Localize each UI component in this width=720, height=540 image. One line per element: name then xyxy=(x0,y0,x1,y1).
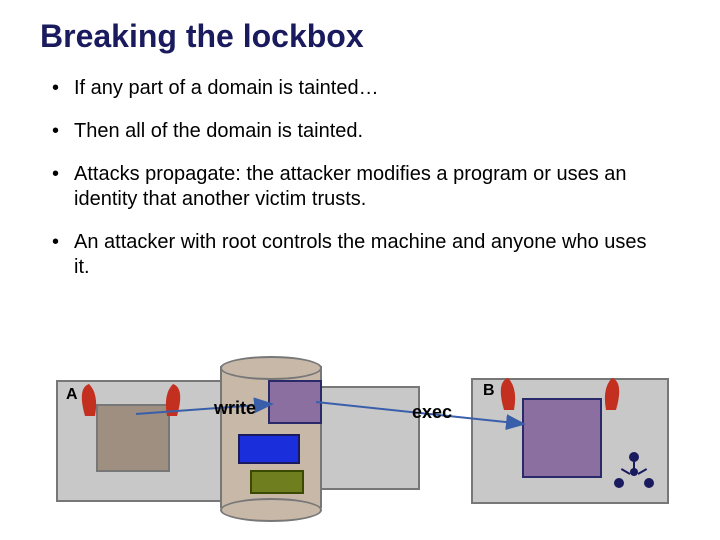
bullet-dot: • xyxy=(52,119,74,144)
page-title: Breaking the lockbox xyxy=(40,18,364,55)
bullet-dot: • xyxy=(52,162,74,212)
bullet-item: • Then all of the domain is tainted. xyxy=(52,119,662,144)
bullet-text: Attacks propagate: the attacker modifies… xyxy=(74,162,662,212)
bullet-text: An attacker with root controls the machi… xyxy=(74,230,662,280)
arrow-exec xyxy=(56,368,666,518)
bullet-dot: • xyxy=(52,76,74,101)
bullet-list: • If any part of a domain is tainted… • … xyxy=(52,76,662,298)
bullet-dot: • xyxy=(52,230,74,280)
edge-label-exec: exec xyxy=(412,402,452,423)
bullet-item: • Attacks propagate: the attacker modifi… xyxy=(52,162,662,212)
bullet-text: If any part of a domain is tainted… xyxy=(74,76,662,101)
bullet-text: Then all of the domain is tainted. xyxy=(74,119,662,144)
diagram-area: A B write exec xyxy=(56,368,666,518)
bullet-item: • If any part of a domain is tainted… xyxy=(52,76,662,101)
bullet-item: • An attacker with root controls the mac… xyxy=(52,230,662,280)
